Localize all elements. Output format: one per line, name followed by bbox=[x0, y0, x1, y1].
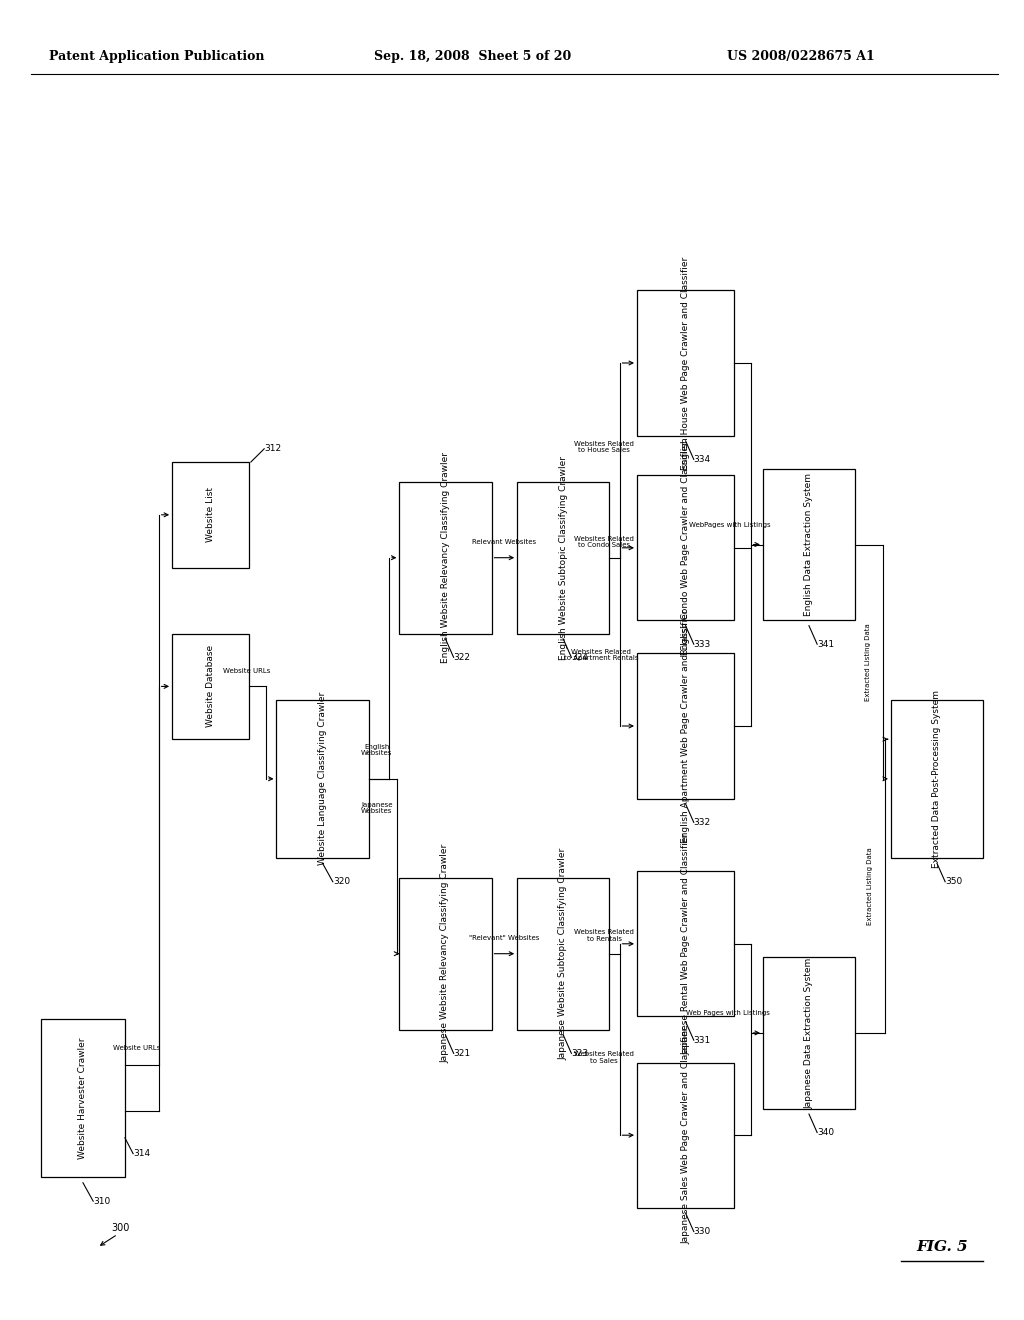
Text: English Data Extraction System: English Data Extraction System bbox=[805, 473, 813, 616]
Text: 300: 300 bbox=[112, 1222, 130, 1233]
FancyBboxPatch shape bbox=[637, 653, 734, 799]
Text: Japanese Website Relevancy Classifying Crawler: Japanese Website Relevancy Classifying C… bbox=[441, 843, 450, 1064]
Text: English Condo Web Page Crawler and Classifier: English Condo Web Page Crawler and Class… bbox=[681, 441, 690, 655]
FancyBboxPatch shape bbox=[891, 700, 983, 858]
FancyBboxPatch shape bbox=[399, 482, 492, 634]
FancyBboxPatch shape bbox=[637, 1063, 734, 1208]
Text: Websites Related
to Sales: Websites Related to Sales bbox=[574, 1052, 634, 1064]
Text: Japanese Rental Web Page Crawler and Classifier: Japanese Rental Web Page Crawler and Cla… bbox=[681, 833, 690, 1055]
FancyBboxPatch shape bbox=[763, 469, 855, 620]
Text: 350: 350 bbox=[945, 878, 963, 886]
Text: 312: 312 bbox=[264, 445, 282, 453]
Text: 320: 320 bbox=[333, 878, 350, 886]
Text: Websites Related
to Rentals: Websites Related to Rentals bbox=[574, 929, 634, 941]
FancyBboxPatch shape bbox=[637, 290, 734, 436]
Text: Website Harvester Crawler: Website Harvester Crawler bbox=[79, 1038, 87, 1159]
Text: English House Web Page Crawler and Classifier: English House Web Page Crawler and Class… bbox=[681, 256, 690, 470]
Text: Extracted Data Post-Processing System: Extracted Data Post-Processing System bbox=[933, 690, 941, 867]
FancyBboxPatch shape bbox=[172, 462, 249, 568]
FancyBboxPatch shape bbox=[517, 482, 609, 634]
Text: 334: 334 bbox=[694, 455, 711, 463]
Text: Japanese Sales Web Page Crawler and Classifier: Japanese Sales Web Page Crawler and Clas… bbox=[681, 1027, 690, 1243]
Text: Website URLs: Website URLs bbox=[113, 1045, 160, 1051]
Text: 314: 314 bbox=[133, 1150, 151, 1158]
FancyBboxPatch shape bbox=[399, 878, 492, 1030]
Text: "Relevant" Websites: "Relevant" Websites bbox=[469, 935, 540, 941]
Text: Relevant Websites: Relevant Websites bbox=[472, 539, 537, 545]
Text: WebPages with Listings: WebPages with Listings bbox=[689, 521, 771, 528]
Text: Japanese
Websites: Japanese Websites bbox=[361, 801, 392, 814]
FancyBboxPatch shape bbox=[517, 878, 609, 1030]
Text: 331: 331 bbox=[694, 1036, 711, 1044]
Text: English Website Subtopic Classifying Crawler: English Website Subtopic Classifying Cra… bbox=[559, 455, 567, 660]
Text: Extracted Listing Data: Extracted Listing Data bbox=[865, 623, 871, 701]
Text: Japanese Data Extraction System: Japanese Data Extraction System bbox=[805, 957, 813, 1109]
Text: 330: 330 bbox=[694, 1228, 711, 1236]
FancyBboxPatch shape bbox=[172, 634, 249, 739]
Text: Web Pages with Listings: Web Pages with Listings bbox=[686, 1010, 770, 1016]
Text: Websites Related
to Condo Sales: Websites Related to Condo Sales bbox=[574, 536, 634, 548]
Text: Extracted Listing Data: Extracted Listing Data bbox=[867, 847, 873, 925]
Text: 333: 333 bbox=[694, 640, 711, 648]
FancyBboxPatch shape bbox=[763, 957, 855, 1109]
Text: Websites Related
to Apartment Rentals: Websites Related to Apartment Rentals bbox=[564, 649, 638, 661]
Text: Patent Application Publication: Patent Application Publication bbox=[49, 50, 264, 63]
Text: 323: 323 bbox=[571, 1049, 589, 1057]
Text: 340: 340 bbox=[817, 1129, 835, 1137]
FancyBboxPatch shape bbox=[276, 700, 369, 858]
Text: Website List: Website List bbox=[206, 487, 215, 543]
Text: Website URLs: Website URLs bbox=[223, 668, 270, 673]
Text: 341: 341 bbox=[817, 640, 835, 648]
Text: FIG. 5: FIG. 5 bbox=[916, 1241, 968, 1254]
Text: English Website Relevancy Classifying Crawler: English Website Relevancy Classifying Cr… bbox=[441, 453, 450, 663]
Text: Japanese Website Subtopic Classifying Crawler: Japanese Website Subtopic Classifying Cr… bbox=[559, 847, 567, 1060]
Text: US 2008/0228675 A1: US 2008/0228675 A1 bbox=[727, 50, 874, 63]
Text: 332: 332 bbox=[694, 818, 711, 826]
Text: English
Websites: English Websites bbox=[361, 743, 392, 756]
Text: Website Database: Website Database bbox=[206, 645, 215, 727]
FancyBboxPatch shape bbox=[637, 871, 734, 1016]
Text: English Apartment Web Page Crawler and Classifier: English Apartment Web Page Crawler and C… bbox=[681, 610, 690, 842]
Text: 324: 324 bbox=[571, 653, 589, 661]
Text: 322: 322 bbox=[454, 653, 471, 661]
Text: Websites Related
to House Sales: Websites Related to House Sales bbox=[574, 441, 634, 453]
Text: Website Language Classifying Crawler: Website Language Classifying Crawler bbox=[318, 692, 327, 866]
Text: Sep. 18, 2008  Sheet 5 of 20: Sep. 18, 2008 Sheet 5 of 20 bbox=[374, 50, 571, 63]
FancyBboxPatch shape bbox=[41, 1019, 125, 1177]
Text: 321: 321 bbox=[454, 1049, 471, 1057]
FancyBboxPatch shape bbox=[637, 475, 734, 620]
Text: 310: 310 bbox=[93, 1197, 111, 1205]
